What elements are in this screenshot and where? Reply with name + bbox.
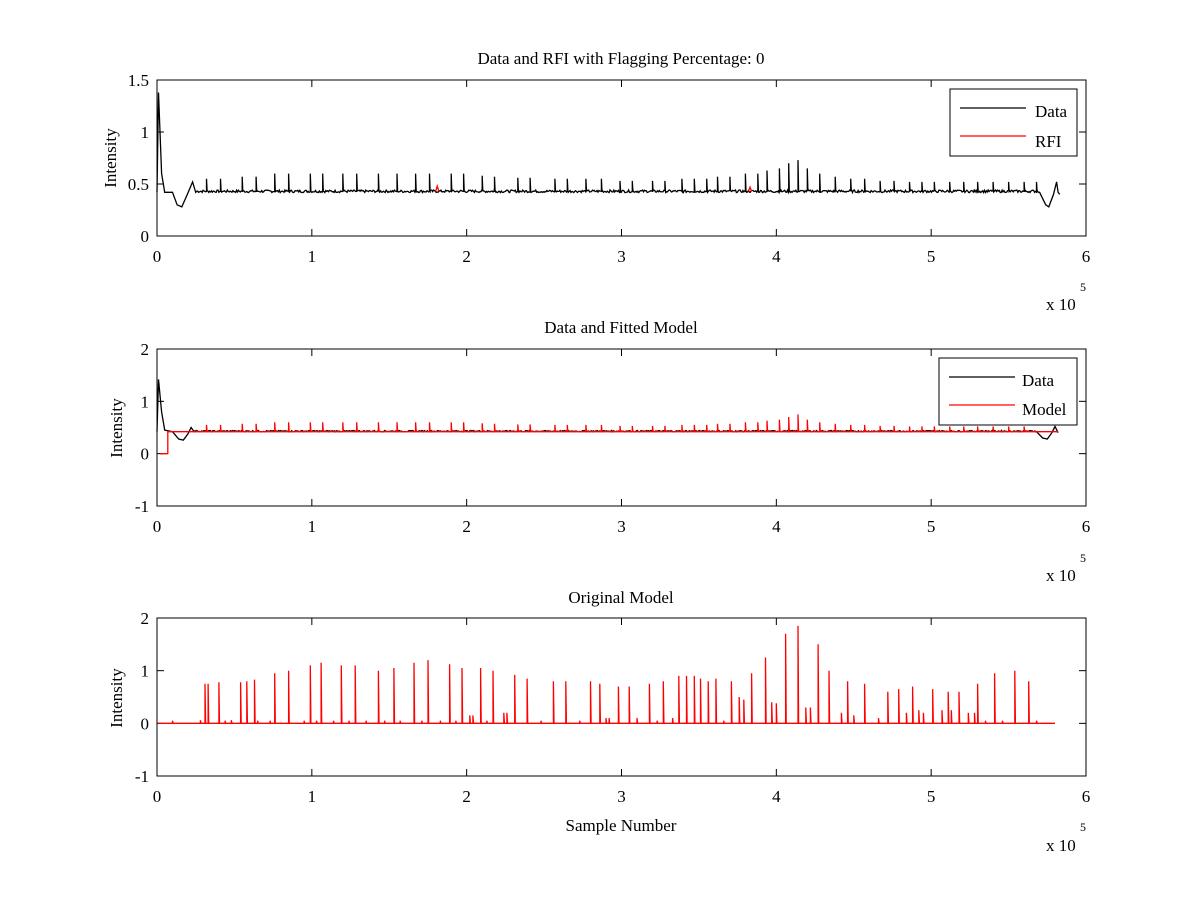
panel-2-ylabel: Intensity — [107, 398, 126, 458]
x-tick-label: 2 — [462, 517, 471, 536]
x-tick-label: 2 — [462, 787, 471, 806]
panel-1-x-multiplier: x 10 — [1046, 295, 1076, 314]
panel-1-series-data — [156, 92, 1061, 208]
y-tick-label: 1 — [141, 123, 150, 142]
panel-2-legend-label-data: Data — [1022, 371, 1055, 390]
panel-1-x-multiplier-exponent: 5 — [1080, 280, 1086, 294]
panel-2-legend-label-model: Model — [1022, 400, 1067, 419]
y-tick-label: 0.5 — [128, 175, 149, 194]
x-tick-label: 6 — [1082, 787, 1091, 806]
x-tick-label: 6 — [1082, 247, 1091, 266]
y-tick-label: 2 — [141, 609, 150, 628]
panel-3-axes — [156, 617, 1087, 777]
x-tick-label: 1 — [308, 787, 317, 806]
x-tick-label: 3 — [617, 787, 626, 806]
panel-1-title: Data and RFI with Flagging Percentage: 0 — [477, 49, 764, 68]
x-tick-label: 2 — [462, 247, 471, 266]
panel-1-legend-box — [949, 88, 1078, 157]
panel-1: Data and RFI with Flagging Percentage: 0… — [101, 49, 1090, 314]
x-tick-label: 0 — [153, 787, 162, 806]
y-tick-label: 2 — [141, 340, 150, 359]
panel-1-y-ticks: 0 0.5 1 1.5 — [128, 71, 1086, 246]
x-tick-label: 3 — [617, 247, 626, 266]
x-tick-label: 5 — [927, 787, 936, 806]
x-tick-label: 4 — [772, 787, 781, 806]
x-tick-label: 5 — [927, 517, 936, 536]
panel-2-legend: Data Model — [938, 357, 1078, 426]
y-tick-label: 1.5 — [128, 71, 149, 90]
y-tick-label: 1 — [141, 662, 150, 681]
x-tick-label: 3 — [617, 517, 626, 536]
x-tick-label: 6 — [1082, 517, 1091, 536]
x-tick-label: 0 — [153, 247, 162, 266]
panel-2-series-model — [160, 414, 1059, 455]
panel-1-legend: Data RFI — [949, 88, 1078, 157]
panel-1-legend-label-rfi: RFI — [1035, 132, 1062, 151]
panel-1-legend-label-data: Data — [1035, 102, 1068, 121]
panel-2-x-ticks: 0 1 2 3 4 5 6 — [153, 349, 1091, 536]
x-tick-label: 1 — [308, 517, 317, 536]
panel-3-x-multiplier-exponent: 5 — [1080, 820, 1086, 834]
panel-2-title: Data and Fitted Model — [544, 318, 698, 337]
panel-3-y-ticks: -1 0 1 2 — [135, 609, 1086, 786]
panel-2-x-multiplier-exponent: 5 — [1080, 551, 1086, 565]
y-tick-label: 0 — [141, 227, 150, 246]
panel-3-x-multiplier: x 10 — [1046, 836, 1076, 855]
panel-1-axes — [156, 79, 1087, 237]
y-tick-label: 0 — [141, 445, 150, 464]
panel-3-ylabel: Intensity — [107, 668, 126, 728]
panel-3-series-model — [157, 625, 1055, 724]
x-tick-label: 0 — [153, 517, 162, 536]
x-tick-label: 4 — [772, 247, 781, 266]
panel-1-x-ticks: 0 1 2 3 4 5 6 — [153, 80, 1091, 266]
y-tick-label: 1 — [141, 392, 150, 411]
panel-2-x-multiplier: x 10 — [1046, 566, 1076, 585]
panel-2-legend-box — [938, 357, 1078, 426]
x-tick-label: 1 — [308, 247, 317, 266]
panel-3-title: Original Model — [568, 588, 674, 607]
panel-3-xlabel: Sample Number — [566, 816, 677, 835]
y-tick-label: -1 — [135, 767, 149, 786]
panel-1-series-rfi — [435, 183, 753, 192]
y-tick-label: 0 — [141, 714, 150, 733]
y-tick-label: -1 — [135, 497, 149, 516]
x-tick-label: 4 — [772, 517, 781, 536]
panel-1-ylabel: Intensity — [101, 128, 120, 188]
panel-3-x-ticks: 0 1 2 3 4 5 6 — [153, 618, 1091, 806]
x-tick-label: 5 — [927, 247, 936, 266]
